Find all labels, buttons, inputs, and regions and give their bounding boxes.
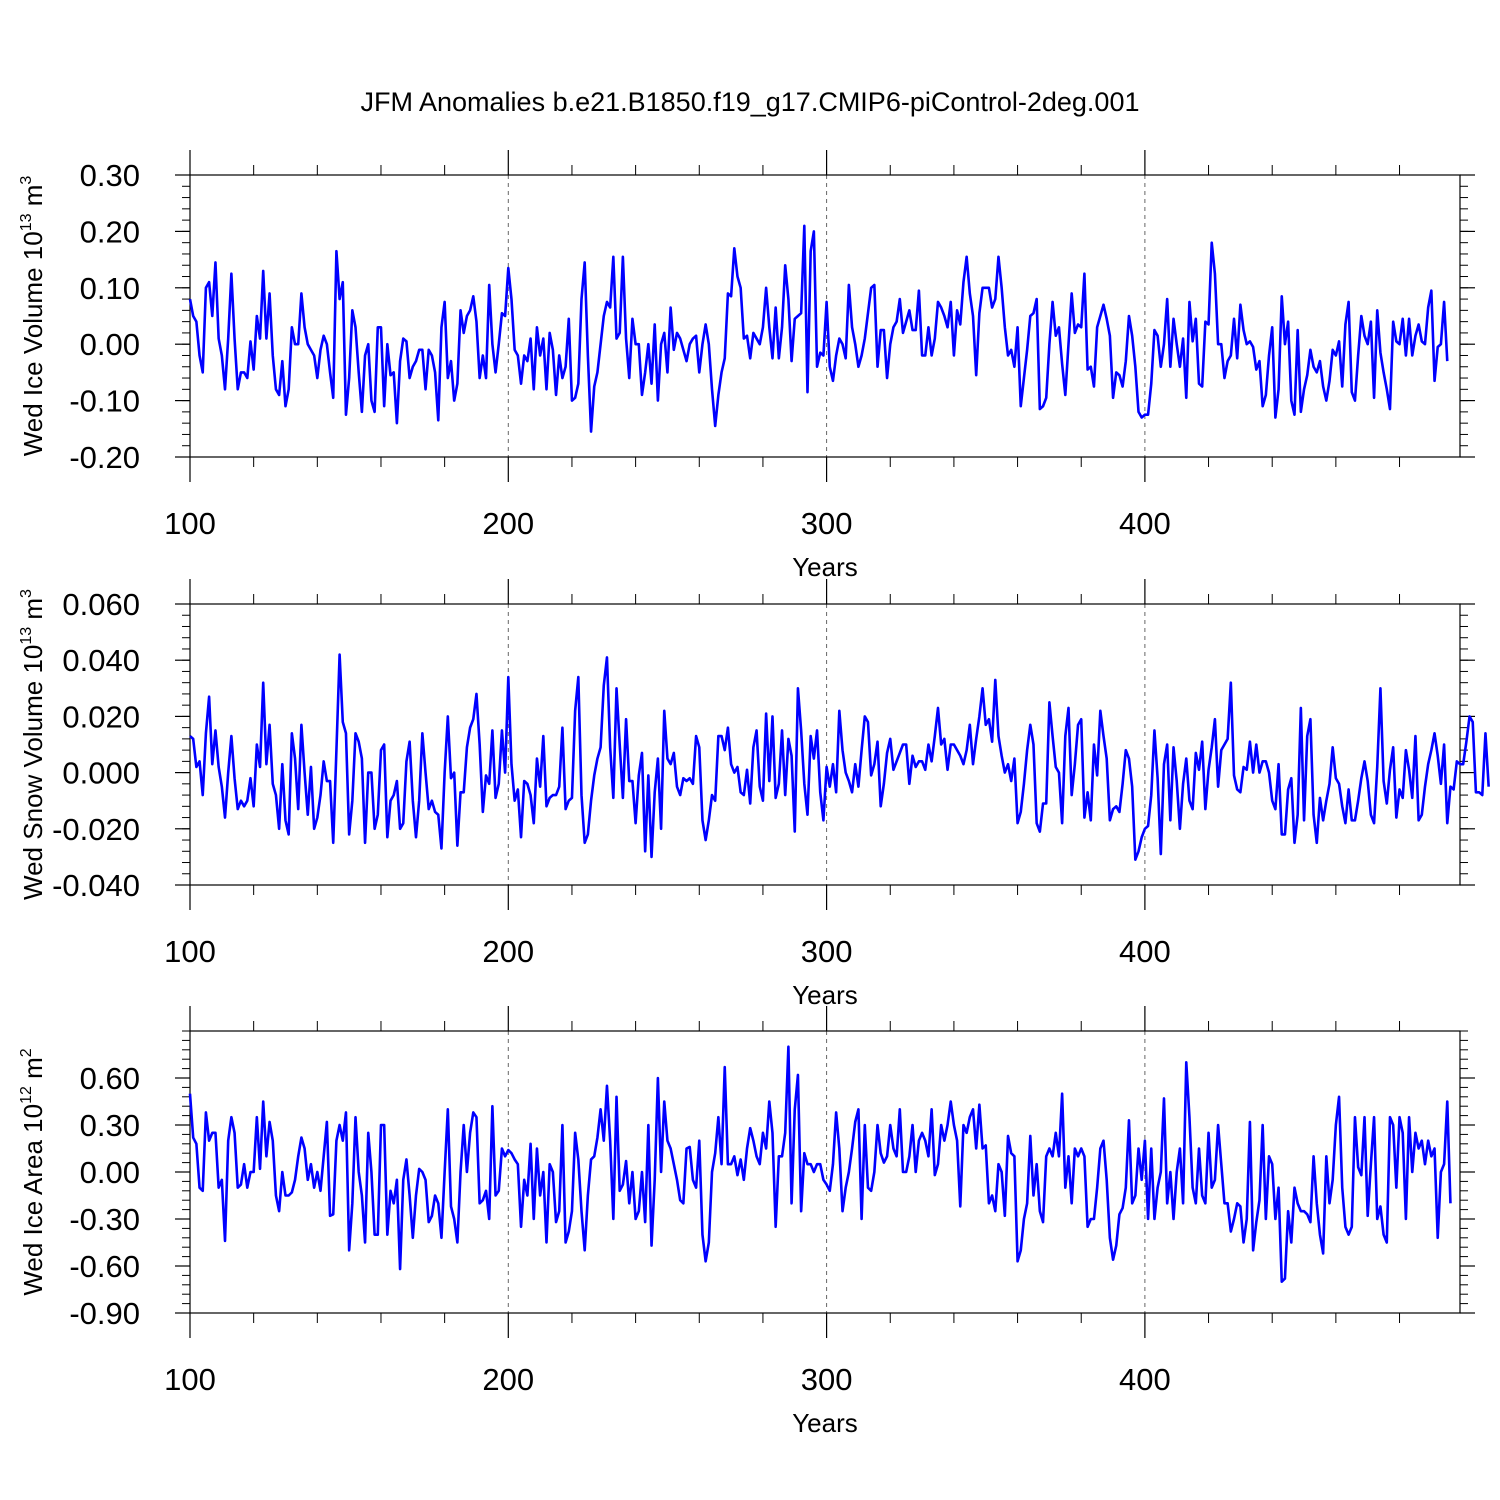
x-tick-label: 400 <box>1119 506 1171 541</box>
y-tick-label: -0.10 <box>69 384 140 419</box>
y-tick-label: 0.060 <box>62 587 140 622</box>
x-tick-label: 100 <box>164 1362 216 1397</box>
y-axis-title-superscript: 12 <box>18 1086 35 1104</box>
series-line <box>188 224 1449 433</box>
x-tick-label: 300 <box>801 1362 853 1397</box>
x-axis-title: Years <box>792 552 858 582</box>
y-axis-title-text: Wed Snow Volume 10 <box>18 645 48 900</box>
y-tick-label: 0.30 <box>80 1108 140 1143</box>
y-tick-label: -0.30 <box>69 1202 140 1237</box>
x-tick-label: 200 <box>482 506 534 541</box>
chart-panel-1: -0.20 -0.10 0.00 0.10 0.20 0.30 100 200 300 400 Ye… <box>18 150 1475 582</box>
y-tick-label: 0.10 <box>80 271 140 306</box>
y-tick-label: -0.040 <box>52 868 140 903</box>
y-axis-title-text: m <box>18 1057 48 1086</box>
y-axis-title: Wed Snow Volume 1013 m3 <box>18 589 48 900</box>
y-axis-title-superscript: 3 <box>18 176 35 185</box>
y-axis-title-text: Wed Ice Area 10 <box>18 1104 48 1296</box>
y-tick-label: 0.040 <box>62 643 140 678</box>
series-line <box>189 653 1490 862</box>
x-tick-label: 100 <box>164 934 216 969</box>
figure-title: JFM Anomalies b.e21.B1850.f19_g17.CMIP6-… <box>361 87 1140 117</box>
y-tick-label: 0.000 <box>62 756 140 791</box>
y-axis-title-text: m <box>18 598 48 627</box>
panels: -0.20 -0.10 0.00 0.10 0.20 0.30 100 200 300 400 Ye… <box>18 150 1490 1438</box>
x-tick-label: 200 <box>482 934 534 969</box>
y-axis-title-text: Wed Ice Volume 10 <box>18 231 48 456</box>
y-tick-label: -0.90 <box>69 1296 140 1331</box>
x-tick-label: 400 <box>1119 934 1171 969</box>
x-tick-label: 100 <box>164 506 216 541</box>
x-tick-label: 300 <box>801 506 853 541</box>
chart-panel-3: -0.90 -0.60 -0.30 0.00 0.30 0.60 100 200 300 400 Y… <box>18 1006 1475 1438</box>
y-tick-label: 0.60 <box>80 1061 140 1096</box>
plot-frame <box>189 603 1461 886</box>
y-axis-title-superscript: 13 <box>18 213 35 231</box>
chart-panel-2: -0.040 -0.020 0.000 0.020 0.040 0.060 100 200 30… <box>18 579 1490 1010</box>
y-tick-label: 0.00 <box>80 327 140 362</box>
y-axis-title-superscript: 13 <box>18 627 35 645</box>
x-axis-title: Years <box>792 980 858 1010</box>
y-axis-title-superscript: 3 <box>18 589 35 598</box>
y-tick-label: 0.20 <box>80 214 140 249</box>
y-tick-label: 0.020 <box>62 699 140 734</box>
y-axis-title-text: m <box>18 185 48 214</box>
x-axis-title: Years <box>792 1408 858 1438</box>
y-axis-title: Wed Ice Area 1012 m2 <box>18 1048 48 1295</box>
x-tick-label: 200 <box>482 1362 534 1397</box>
series-line <box>188 1045 1452 1283</box>
plot-frame <box>189 174 1461 458</box>
x-tick-label: 300 <box>801 934 853 969</box>
y-tick-label: -0.20 <box>69 440 140 475</box>
y-tick-label: 0.00 <box>80 1155 140 1190</box>
y-tick-label: -0.60 <box>69 1249 140 1284</box>
y-axis-title-superscript: 2 <box>18 1048 35 1057</box>
y-axis-title: Wed Ice Volume 1013 m3 <box>18 176 48 457</box>
y-tick-label: 0.30 <box>80 158 140 193</box>
x-tick-label: 400 <box>1119 1362 1171 1397</box>
y-tick-label: -0.020 <box>52 812 140 847</box>
